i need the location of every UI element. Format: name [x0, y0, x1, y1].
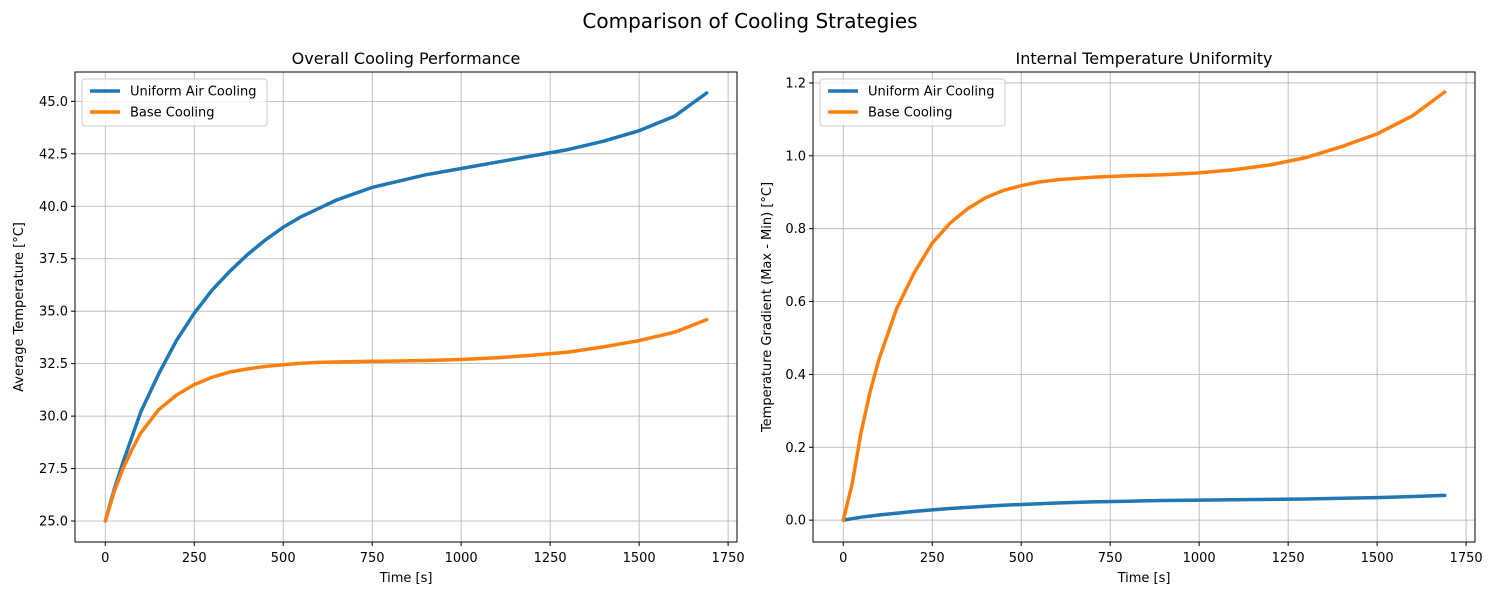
y-axis-label: Temperature Gradient (Max - Min) [°C]: [760, 182, 775, 433]
x-tick-label: 1000: [445, 551, 478, 566]
x-tick-label: 250: [182, 551, 207, 566]
y-tick-label: 0.0: [785, 514, 806, 529]
legend-label: Uniform Air Cooling: [130, 85, 257, 100]
y-tick-label: 27.5: [39, 462, 68, 477]
legend-label: Base Cooling: [868, 106, 953, 121]
y-tick-label: 1.0: [785, 149, 806, 164]
x-tick-label: 500: [271, 551, 296, 566]
x-tick-label: 750: [1098, 551, 1123, 566]
y-tick-label: 40.0: [39, 200, 68, 215]
chart-title: Overall Cooling Performance: [292, 49, 521, 68]
x-tick-label: 1750: [712, 551, 745, 566]
axes-frame: [812, 71, 1476, 543]
x-tick-label: 0: [839, 551, 847, 566]
x-tick-label: 250: [920, 551, 945, 566]
series-line-base-cooling: [841, 90, 1447, 522]
y-tick-label: 32.5: [39, 357, 68, 372]
y-tick-label: 0.6: [785, 295, 806, 310]
x-tick-label: 1500: [623, 551, 656, 566]
axes-frame: [74, 71, 738, 543]
x-axis-label: Time [s]: [379, 571, 433, 586]
y-tick-label: 0.2: [785, 441, 806, 456]
x-tick-label: 1250: [534, 551, 567, 566]
legend-box: [81, 78, 268, 127]
y-tick-label: 0.4: [785, 368, 806, 383]
legend-box: [819, 78, 1006, 127]
x-tick-label: 1000: [1183, 551, 1216, 566]
x-axis-label: Time [s]: [1117, 571, 1171, 586]
x-tick-label: 1500: [1361, 551, 1394, 566]
y-tick-label: 42.5: [39, 147, 68, 162]
series-line-base-cooling: [103, 317, 709, 523]
chart-panel-temperature-uniformity: 0 250 500 750 1000 1250 1500 1750 0.0 0.2 0.4 0.6 0.…: [760, 49, 1483, 586]
chart-panel-overall-cooling: 0 250 500 750 1000 1250 1500 1750 25.0 27.5 30.0 32…: [12, 49, 745, 586]
y-tick-label: 35.0: [39, 305, 68, 320]
legend-label: Base Cooling: [130, 106, 215, 121]
legend: Uniform Air Cooling Base Cooling: [819, 78, 1006, 127]
legend: Uniform Air Cooling Base Cooling: [81, 78, 268, 127]
figure-suptitle: Comparison of Cooling Strategies: [582, 9, 917, 33]
x-tick-label: 0: [101, 551, 109, 566]
y-axis-label: Average Temperature [°C]: [12, 222, 27, 392]
y-tick-label: 30.0: [39, 410, 68, 425]
chart-title: Internal Temperature Uniformity: [1016, 49, 1273, 68]
y-tick-label: 37.5: [39, 252, 68, 267]
x-tick-label: 1250: [1272, 551, 1305, 566]
legend-label: Uniform Air Cooling: [868, 85, 995, 100]
y-tick-label: 0.8: [785, 222, 806, 237]
series-line-uniform-air-cooling: [841, 493, 1447, 522]
y-tick-label: 45.0: [39, 95, 68, 110]
y-tick-label: 1.2: [785, 76, 806, 91]
series-line-uniform-air-cooling: [103, 91, 709, 523]
x-tick-label: 750: [360, 551, 385, 566]
x-tick-label: 1750: [1450, 551, 1483, 566]
y-tick-label: 25.0: [39, 515, 68, 530]
x-tick-label: 500: [1009, 551, 1034, 566]
